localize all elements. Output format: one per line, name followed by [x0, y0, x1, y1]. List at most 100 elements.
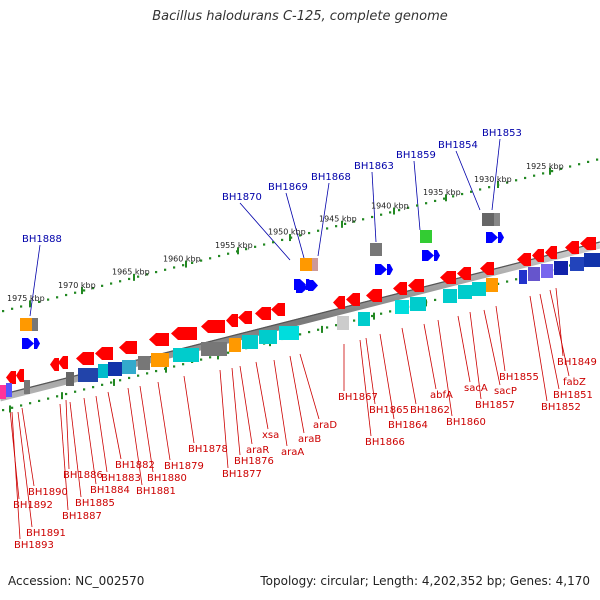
gene-features [0, 213, 600, 399]
leader-line [423, 323, 437, 390]
forward-gene-arrow [58, 356, 68, 369]
forward-gene-arrow [532, 249, 544, 262]
forward-gene-label: BH1882 [115, 460, 155, 471]
tick-dot [200, 259, 203, 262]
gene-block [541, 264, 553, 278]
forward-gene-arrow [16, 369, 24, 382]
tick-dot [218, 254, 221, 258]
forward-gene-label: BH1866 [365, 437, 405, 448]
tick-dot [101, 383, 104, 386]
leader-line [11, 411, 21, 540]
leader-line [21, 407, 35, 487]
gene-block [279, 326, 299, 340]
forward-gene-label: BH1860 [446, 417, 486, 428]
reverse-gene-label: BH1859 [396, 150, 436, 161]
gene-block [337, 316, 349, 330]
tick-dot [299, 333, 302, 336]
forward-gene-arrow [201, 320, 225, 333]
forward-gene-label: BH1857 [475, 400, 515, 411]
tick-dot [479, 188, 482, 191]
tick-dot [407, 206, 410, 209]
tick-dot [560, 167, 563, 170]
tick-dot [308, 231, 311, 235]
accession-text: Accession: NC_002570 [8, 574, 145, 588]
tick-dot [506, 280, 509, 283]
reverse-gene-block [482, 213, 494, 226]
gene-block [24, 380, 30, 394]
tick-dot [227, 252, 230, 255]
gene-block [259, 330, 277, 344]
tick-dot [416, 204, 419, 207]
tick-dot [380, 312, 383, 315]
forward-gene-arrow [119, 341, 137, 354]
tick-dot [542, 172, 545, 175]
leader-line [65, 399, 70, 470]
leader-line [401, 327, 417, 405]
kbp-label: 1935 kbp [423, 188, 461, 197]
leader-line [299, 353, 320, 420]
forward-gene-label: BH1887 [62, 511, 102, 522]
gene-block [528, 267, 540, 281]
tick-dot [515, 278, 518, 281]
gene-block [242, 335, 258, 349]
forward-gene-label: araA [281, 447, 304, 458]
forward-gene-label: araB [298, 434, 321, 445]
forward-gene-label: BH1878 [188, 444, 228, 455]
kbp-scale-labels: 1975 kbp 1970 kbp 1965 kbp 1960 kbp 1955 kbp… [7, 162, 564, 303]
reverse-gene-arrow [434, 250, 440, 261]
forward-gene-label: fabZ [563, 377, 586, 388]
forward-gene-label: BH1880 [147, 473, 187, 484]
reverse-gene-block [420, 230, 432, 243]
tick-dot [344, 222, 347, 225]
forward-gene-label: BH1883 [101, 473, 141, 484]
leader-line [379, 333, 395, 420]
leader-line [127, 387, 143, 486]
gene-block [138, 356, 150, 370]
tick-dot [551, 169, 554, 173]
tick-dot [65, 293, 68, 297]
leader-line [239, 365, 253, 445]
forward-gene-label: xsa [262, 430, 279, 441]
forward-gene-label: BH1890 [28, 487, 68, 498]
tick-dot [83, 388, 86, 391]
forward-gene-label: BH1877 [222, 469, 262, 480]
tick-dot [425, 202, 428, 205]
tick-dot [110, 381, 113, 384]
tick-dot [317, 229, 320, 232]
reverse-gene-arrow [296, 282, 308, 293]
forward-gene-label: BH1879 [164, 461, 204, 472]
tick-dot [434, 298, 437, 302]
leader-line [285, 192, 305, 259]
forward-gene-arrow [255, 307, 271, 320]
tick-dot [128, 277, 131, 281]
forward-gene-arrow [393, 282, 407, 295]
kbp-label: 1925 kbp [526, 162, 564, 171]
tick-dot [20, 305, 23, 308]
gene-block [584, 253, 600, 267]
leader-line [231, 367, 241, 456]
leader-line [95, 395, 108, 473]
forward-gene-label: BH1881 [136, 486, 176, 497]
leader-line [59, 403, 69, 511]
forward-gene-arrow [517, 253, 531, 266]
tick-dot [182, 264, 185, 267]
leader-line [365, 337, 376, 405]
reverse-gene-block [20, 318, 32, 331]
leader-line [219, 369, 229, 469]
tick-dot [227, 351, 230, 354]
tick-dot [2, 408, 5, 412]
forward-gene-arrow [545, 246, 557, 259]
forward-gene-label: araR [246, 445, 269, 456]
gene-block [108, 362, 122, 376]
leader-line [491, 138, 501, 211]
tick-dot [569, 165, 572, 168]
forward-gene-arrow [95, 347, 113, 360]
tick-dot [101, 284, 104, 287]
leader-line [289, 355, 305, 434]
tick-dot [380, 213, 383, 216]
tick-dot [164, 268, 167, 271]
tick-dot [119, 280, 122, 283]
forward-gene-label: BH1892 [13, 500, 53, 511]
leader-line [539, 293, 560, 390]
tick-dot [299, 234, 302, 237]
